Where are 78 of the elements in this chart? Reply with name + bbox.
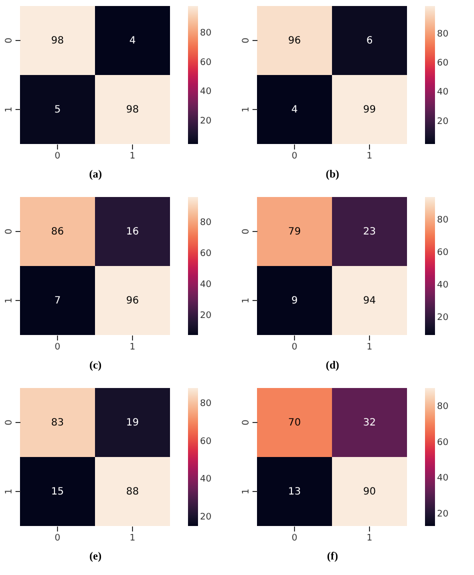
x-tick-label: 0 xyxy=(54,342,61,352)
data-label: 79 xyxy=(288,226,301,238)
x-axis-title: (a) xyxy=(89,168,102,180)
color-bar-label: 20 xyxy=(200,512,212,523)
x-tick-label: 1 xyxy=(130,534,136,544)
color-bar-label: 40 xyxy=(437,474,449,484)
data-label: 15 xyxy=(51,486,64,498)
color-bar-label: 20 xyxy=(437,116,449,127)
x-axis-title: (c) xyxy=(89,360,102,372)
color-bar-label: 80 xyxy=(200,399,212,410)
y-tick-label: 1 xyxy=(4,298,14,304)
color-bar-label: 20 xyxy=(200,116,212,127)
x-tick-label: 0 xyxy=(54,152,61,162)
x-axis-title: (d) xyxy=(326,360,340,372)
color-bar-label: 60 xyxy=(200,436,212,447)
y-tick-label: 1 xyxy=(4,106,14,112)
y-tick-label: 0 xyxy=(4,419,14,426)
x-tick-label: 1 xyxy=(366,534,372,544)
data-label: 98 xyxy=(51,36,64,46)
y-tick-label: 0 xyxy=(242,419,252,426)
x-axis-title: (f) xyxy=(327,550,338,562)
data-label: 6 xyxy=(366,36,373,46)
data-label: 16 xyxy=(126,226,139,238)
data-label: 19 xyxy=(126,418,139,428)
color-bar-label: 60 xyxy=(200,58,212,68)
color-bar-label: 20 xyxy=(200,310,212,321)
y-tick-label: 0 xyxy=(4,228,14,234)
data-label: 70 xyxy=(288,418,301,428)
color-bar-label: 60 xyxy=(437,248,449,258)
y-tick-label: 1 xyxy=(4,488,14,494)
color-bar-label: 60 xyxy=(437,58,449,69)
data-label: 99 xyxy=(363,104,376,116)
data-label: 86 xyxy=(51,226,64,238)
y-tick-label: 0 xyxy=(242,37,252,44)
data-label: 83 xyxy=(51,418,64,428)
color-bar-label: 20 xyxy=(437,313,449,324)
x-tick-label: 1 xyxy=(130,342,136,352)
color-bar-label: 20 xyxy=(437,509,449,520)
data-label: 23 xyxy=(363,226,376,238)
color-bar-label: 80 xyxy=(437,216,449,226)
data-label: 13 xyxy=(288,486,301,498)
x-tick-label: 0 xyxy=(292,342,298,352)
color-bar-label: 40 xyxy=(437,280,449,291)
data-label: 88 xyxy=(126,486,139,498)
x-tick-label: 1 xyxy=(366,342,372,352)
data-label: 90 xyxy=(363,486,376,498)
color-bar-label: 80 xyxy=(200,218,212,228)
x-tick-label: 0 xyxy=(292,152,298,162)
x-tick-label: 0 xyxy=(292,534,298,544)
color-bar-label: 40 xyxy=(200,87,212,98)
y-tick-label: 1 xyxy=(242,106,252,112)
color-bar-label: 60 xyxy=(437,438,449,448)
x-tick-label: 1 xyxy=(366,152,372,162)
color-bar-label: 40 xyxy=(200,280,212,290)
data-label: 7 xyxy=(54,296,61,306)
color-bar-label: 40 xyxy=(437,88,449,98)
y-tick-label: 1 xyxy=(242,488,252,494)
color-bar-label: 40 xyxy=(200,474,212,485)
color-bar-label: 60 xyxy=(200,248,212,259)
color-bar-label: 80 xyxy=(437,30,449,40)
color-bar-label: 80 xyxy=(437,402,449,412)
x-tick-label: 1 xyxy=(130,152,136,162)
x-tick-label: 0 xyxy=(54,534,61,544)
data-label: 94 xyxy=(363,296,376,306)
data-label: 5 xyxy=(54,104,61,116)
color-bar-label: 80 xyxy=(200,28,212,38)
data-label: 96 xyxy=(288,36,301,46)
y-tick-label: 1 xyxy=(242,298,252,304)
data-label: 98 xyxy=(126,104,139,116)
y-tick-label: 0 xyxy=(4,37,14,44)
data-label: 96 xyxy=(126,296,139,306)
data-label: 32 xyxy=(363,418,376,428)
data-label: 4 xyxy=(291,104,298,116)
y-tick-label: 0 xyxy=(242,228,252,234)
data-label: 4 xyxy=(129,36,136,46)
data-label: 9 xyxy=(291,296,298,306)
x-axis-title: (e) xyxy=(89,550,102,562)
x-axis-title: (b) xyxy=(326,168,340,180)
